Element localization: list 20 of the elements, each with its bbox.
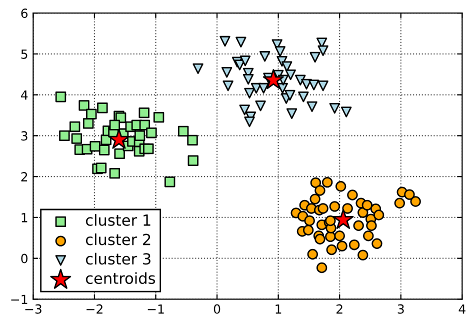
legend-label: centroids [86, 272, 156, 284]
y-tick-label: 1 [22, 213, 28, 222]
y-tick-label: 6 [21, 8, 28, 18]
x-tick-label: 0 [214, 304, 220, 314]
x-tick-label: −1 [148, 304, 164, 314]
y-tick-label: 4 [20, 90, 28, 100]
y-tick-label: 3 [21, 131, 28, 141]
legend-label: cluster 3 [86, 252, 150, 265]
y-tick-label: 5 [21, 50, 28, 59]
y-tick-label: −1 [11, 294, 28, 304]
x-tick-label: 2 [336, 304, 342, 314]
legend-label: cluster 1 [86, 214, 150, 226]
x-tick-label: −3 [25, 304, 42, 314]
y-tick-label: 2 [21, 172, 28, 182]
x-tick-label: 3 [398, 304, 404, 314]
x-tick-label: 1 [276, 304, 282, 314]
x-tick-label: −2 [86, 304, 102, 314]
legend-label: cluster 2 [86, 233, 150, 246]
y-tick-label: 0 [21, 254, 28, 264]
x-tick-label: 4 [458, 304, 466, 314]
